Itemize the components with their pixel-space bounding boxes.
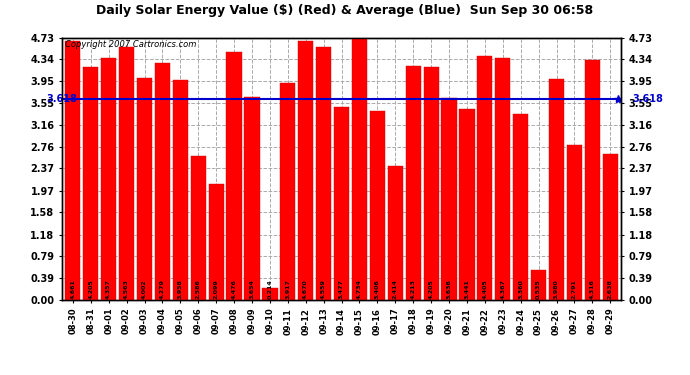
- Text: 3.406: 3.406: [375, 280, 380, 300]
- Bar: [406, 66, 421, 300]
- Text: 2.638: 2.638: [608, 280, 613, 300]
- Bar: [137, 78, 152, 300]
- Text: 4.670: 4.670: [303, 280, 308, 300]
- Bar: [460, 109, 475, 300]
- Text: 3.618: 3.618: [632, 94, 663, 104]
- Bar: [226, 52, 242, 300]
- Text: 2.414: 2.414: [393, 280, 398, 300]
- Text: 3.618: 3.618: [46, 94, 77, 104]
- Text: 0.214: 0.214: [268, 280, 273, 300]
- Text: 0.535: 0.535: [536, 280, 541, 300]
- Bar: [513, 114, 529, 300]
- Text: 4.734: 4.734: [357, 280, 362, 300]
- Text: 3.477: 3.477: [339, 280, 344, 300]
- Text: 4.357: 4.357: [106, 280, 111, 300]
- Text: Daily Solar Energy Value ($) (Red) & Average (Blue)  Sun Sep 30 06:58: Daily Solar Energy Value ($) (Red) & Ave…: [97, 4, 593, 17]
- Text: 3.958: 3.958: [178, 280, 183, 300]
- Text: 3.917: 3.917: [285, 280, 290, 300]
- Text: 2.586: 2.586: [196, 280, 201, 300]
- Text: 4.316: 4.316: [590, 280, 595, 300]
- Text: 4.213: 4.213: [411, 280, 415, 300]
- Text: 4.367: 4.367: [500, 280, 505, 300]
- Text: 4.405: 4.405: [482, 280, 487, 300]
- Bar: [208, 183, 224, 300]
- Text: 4.205: 4.205: [428, 280, 433, 300]
- Bar: [388, 166, 403, 300]
- Bar: [66, 41, 81, 300]
- Text: 4.661: 4.661: [70, 280, 75, 300]
- Bar: [442, 98, 457, 300]
- Bar: [334, 107, 349, 300]
- Bar: [119, 47, 134, 300]
- Bar: [316, 47, 331, 300]
- Bar: [566, 145, 582, 300]
- Text: Copyright 2007 Cartronics.com: Copyright 2007 Cartronics.com: [65, 40, 196, 49]
- Bar: [531, 270, 546, 300]
- Bar: [352, 37, 367, 300]
- Text: 3.441: 3.441: [464, 280, 469, 300]
- Bar: [172, 80, 188, 300]
- Bar: [549, 79, 564, 300]
- Text: 4.279: 4.279: [160, 280, 165, 300]
- Bar: [83, 67, 99, 300]
- Text: 4.205: 4.205: [88, 280, 93, 300]
- Text: 3.980: 3.980: [554, 280, 559, 300]
- Text: 2.099: 2.099: [214, 280, 219, 300]
- Bar: [424, 67, 439, 300]
- Bar: [298, 41, 313, 300]
- Text: 3.636: 3.636: [446, 280, 451, 300]
- Bar: [262, 288, 277, 300]
- Bar: [190, 156, 206, 300]
- Bar: [602, 154, 618, 300]
- Text: 3.654: 3.654: [250, 280, 255, 300]
- Bar: [244, 97, 259, 300]
- Bar: [155, 63, 170, 300]
- Bar: [280, 82, 295, 300]
- Text: 4.559: 4.559: [321, 280, 326, 300]
- Bar: [495, 58, 511, 300]
- Bar: [477, 56, 493, 300]
- Bar: [584, 60, 600, 300]
- Bar: [370, 111, 385, 300]
- Text: 3.360: 3.360: [518, 280, 523, 300]
- Text: 4.476: 4.476: [232, 280, 237, 300]
- Text: 2.791: 2.791: [572, 280, 577, 300]
- Text: 4.563: 4.563: [124, 280, 129, 300]
- Bar: [101, 58, 117, 300]
- Text: 4.002: 4.002: [142, 280, 147, 300]
